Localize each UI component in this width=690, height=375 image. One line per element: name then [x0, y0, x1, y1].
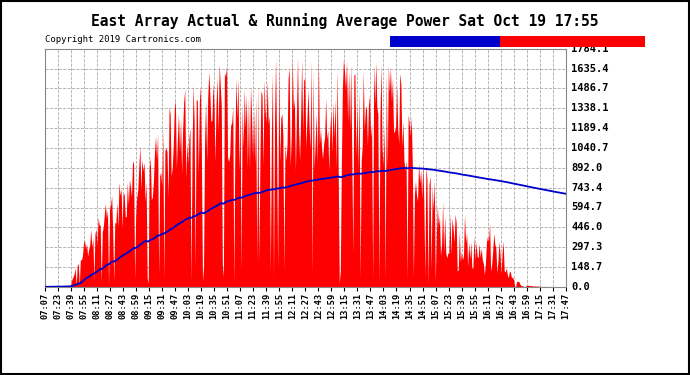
Text: 446.0: 446.0 — [571, 222, 602, 232]
Text: East Array  (DC Watts): East Array (DC Watts) — [509, 37, 636, 46]
Text: Average  (DC Watts): Average (DC Watts) — [391, 37, 500, 46]
Text: 1784.1: 1784.1 — [571, 44, 609, 54]
Text: 1635.4: 1635.4 — [571, 64, 609, 74]
Text: 1189.4: 1189.4 — [571, 123, 609, 133]
Text: 148.7: 148.7 — [571, 262, 602, 272]
Text: 297.3: 297.3 — [571, 242, 602, 252]
Text: East Array Actual & Running Average Power Sat Oct 19 17:55: East Array Actual & Running Average Powe… — [91, 13, 599, 29]
Text: Copyright 2019 Cartronics.com: Copyright 2019 Cartronics.com — [45, 35, 201, 44]
Text: 1338.1: 1338.1 — [571, 103, 609, 113]
Text: 0.0: 0.0 — [571, 282, 590, 292]
Text: 594.7: 594.7 — [571, 202, 602, 213]
Text: 892.0: 892.0 — [571, 163, 602, 173]
Text: 1486.7: 1486.7 — [571, 84, 609, 93]
Text: 1040.7: 1040.7 — [571, 143, 609, 153]
Text: 743.4: 743.4 — [571, 183, 602, 193]
